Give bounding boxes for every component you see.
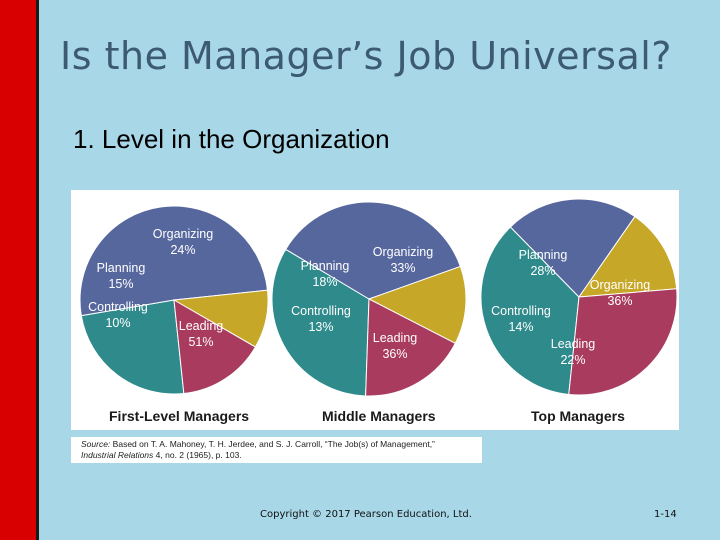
pie-slice-0-planning xyxy=(173,299,257,395)
page-number: 1-14 xyxy=(654,509,677,520)
slide-title: Is the Manager’s Job Universal? xyxy=(60,34,672,78)
pie-label-2-leading: Leading xyxy=(551,337,596,351)
copyright-text: Copyright © 2017 Pearson Education, Ltd. xyxy=(260,509,472,520)
pie-label-1-leading: Leading xyxy=(373,331,418,345)
chart-title-middle: Middle Managers xyxy=(322,408,436,424)
pie-label-1-controlling: Controlling xyxy=(291,304,351,318)
pie-value-2-controlling: 14% xyxy=(508,320,533,334)
pie-value-2-leading: 22% xyxy=(560,353,585,367)
source-citation: Source: Based on T. A. Mahoney, T. H. Je… xyxy=(71,437,482,463)
pie-label-0-planning: Planning xyxy=(97,261,146,275)
pie-charts-figure: Organizing 24% Leading 51% Controlling 10% Pla… xyxy=(71,190,679,430)
pie-slice-1-organizing xyxy=(271,248,370,397)
pie-charts-svg: Organizing 24% Leading 51% Controlling 10% Pla… xyxy=(79,198,678,397)
pie-slice-2-leading xyxy=(509,198,636,298)
pie-slice-0-organizing xyxy=(80,299,185,395)
pie-value-0-leading: 51% xyxy=(188,335,213,349)
pie-slice-2-planning xyxy=(568,288,678,396)
pie-label-1-organizing: Organizing xyxy=(373,245,433,259)
pie-value-1-leading: 36% xyxy=(382,347,407,361)
left-accent-bar xyxy=(0,0,36,540)
chart-title-first-level: First-Level Managers xyxy=(109,408,250,424)
pie-slice-2-controlling xyxy=(577,215,678,298)
source-line1: Based on T. A. Mahoney, T. H. Jerdee, an… xyxy=(112,439,435,449)
pie-value-0-planning: 15% xyxy=(108,277,133,291)
pie-label-0-controlling: Controlling xyxy=(88,300,148,314)
pie-value-2-planning: 28% xyxy=(530,264,555,278)
pie-value-2-organizing: 36% xyxy=(607,294,632,308)
pie-label-0-leading: Leading xyxy=(179,319,224,333)
pie-slice-1-controlling xyxy=(367,265,467,345)
pie-slice-1-planning xyxy=(365,298,456,397)
chart-title-top: Top Managers xyxy=(531,408,625,424)
pie-label-2-controlling: Controlling xyxy=(491,304,551,318)
pie-label-0-organizing: Organizing xyxy=(153,227,213,241)
pie-value-1-organizing: 33% xyxy=(390,261,415,275)
source-label: Source: xyxy=(81,439,111,449)
pie-value-1-controlling: 13% xyxy=(308,320,333,334)
pie-value-0-organizing: 24% xyxy=(170,243,195,257)
pie-slice-1-leading xyxy=(284,201,462,300)
pie-label-1-planning: Planning xyxy=(301,259,350,273)
source-journal: Industrial Relations xyxy=(81,450,154,460)
left-accent-edge xyxy=(36,0,39,540)
pie-value-1-planning: 18% xyxy=(312,275,337,289)
pie-slice-2-organizing xyxy=(480,226,580,396)
pie-slice-0-leading xyxy=(79,205,269,317)
source-line2: 4, no. 2 (1965), p. 103. xyxy=(155,450,242,460)
pie-value-0-controlling: 10% xyxy=(105,316,130,330)
pie-label-2-planning: Planning xyxy=(519,248,568,262)
slide-subtitle: 1. Level in the Organization xyxy=(73,124,390,154)
pie-label-2-organizing: Organizing xyxy=(590,278,650,292)
